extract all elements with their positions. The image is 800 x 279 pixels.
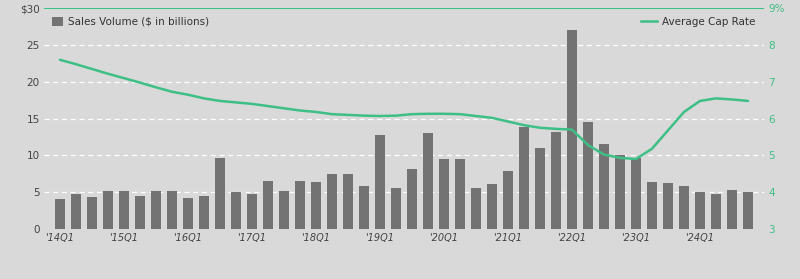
Bar (614, 155, 626, 229)
Bar (630, 158, 641, 229)
Bar (246, 194, 258, 229)
Bar (54, 199, 66, 229)
Bar (438, 159, 450, 229)
Bar (422, 133, 434, 229)
Bar (454, 159, 466, 229)
Bar (102, 191, 114, 229)
Bar (167, 191, 178, 229)
Bar (407, 169, 418, 229)
Bar (279, 191, 290, 229)
Bar (231, 192, 242, 229)
Bar (470, 188, 482, 229)
Bar (151, 191, 162, 229)
Bar (214, 158, 226, 229)
Bar (742, 192, 753, 229)
Bar (598, 144, 610, 229)
Bar (182, 198, 194, 229)
Bar (662, 183, 673, 229)
Bar (70, 194, 82, 229)
Bar (118, 191, 129, 229)
Bar (646, 182, 657, 229)
Bar (294, 181, 306, 229)
Bar (566, 30, 578, 229)
Bar (486, 184, 498, 229)
Bar (710, 194, 722, 229)
Bar (262, 181, 274, 229)
Bar (518, 128, 530, 229)
Bar (694, 192, 706, 229)
Bar (550, 132, 561, 229)
Bar (86, 197, 98, 229)
Bar (310, 182, 321, 229)
Bar (391, 188, 401, 229)
Bar (343, 174, 354, 229)
Bar (534, 148, 545, 229)
Bar (199, 196, 210, 229)
Bar (134, 196, 146, 229)
Legend: Average Cap Rate: Average Cap Rate (638, 14, 758, 30)
Bar (374, 136, 386, 229)
Bar (582, 122, 593, 229)
Bar (358, 186, 370, 229)
Bar (327, 174, 338, 229)
Bar (503, 171, 514, 229)
Bar (678, 186, 689, 229)
Bar (726, 190, 738, 229)
Legend: Sales Volume ($ in billions): Sales Volume ($ in billions) (50, 14, 212, 30)
